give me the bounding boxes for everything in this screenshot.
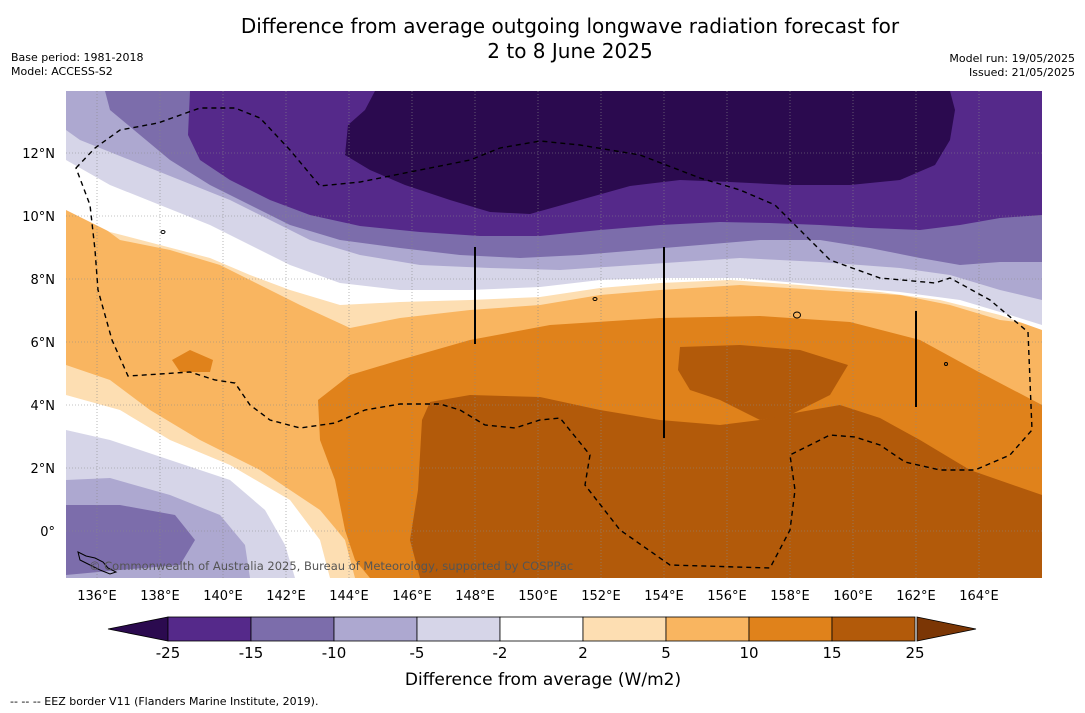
map-title: Difference from average outgoing longwav… xyxy=(0,14,1085,64)
eez-borders xyxy=(75,107,1033,569)
title-line-2: 2 to 8 June 2025 xyxy=(487,39,653,63)
y-tick-label: 6°N xyxy=(31,336,56,351)
colorbar-title: Difference from average (W/m2) xyxy=(405,670,681,690)
band-m10-m15-lower xyxy=(66,505,195,575)
y-tick-label: 8°N xyxy=(31,273,56,288)
colorbar: -25 -15 -10 -5 -2 2 5 10 15 25 Differenc… xyxy=(107,616,977,690)
colorbar-label: 15 xyxy=(822,644,841,662)
x-tick-label: 138°E xyxy=(140,589,180,604)
x-tick-label: 136°E xyxy=(77,589,117,604)
colorbar-segment xyxy=(582,616,667,642)
issued-date: Issued: 21/05/2025 xyxy=(968,66,1075,79)
colorbar-segment xyxy=(250,616,335,642)
x-tick-label: 154°E xyxy=(644,589,684,604)
colorbar-label: -5 xyxy=(410,644,425,662)
model-name: Model: ACCESS-S2 xyxy=(11,65,113,78)
colorbar-max-arrow xyxy=(916,616,977,642)
colorbar-label: 10 xyxy=(739,644,758,662)
title-line-1: Difference from average outgoing longwav… xyxy=(240,14,900,38)
islands xyxy=(77,230,948,575)
y-tick-label: 2°N xyxy=(31,462,56,477)
colorbar-label: -15 xyxy=(239,644,264,662)
base-period: Base period: 1981-2018 xyxy=(11,51,144,64)
copyright-text: © Commonwealth of Australia 2025, Bureau… xyxy=(89,559,573,573)
x-tick-label: 158°E xyxy=(770,589,810,604)
x-tick-label: 142°E xyxy=(266,589,306,604)
x-tick-label: 148°E xyxy=(455,589,495,604)
x-tick-label: 160°E xyxy=(833,589,873,604)
colorbar-label: -2 xyxy=(493,644,508,662)
colorbar-label: -10 xyxy=(322,644,347,662)
x-tick-label: 140°E xyxy=(203,589,243,604)
colorbar-label: 2 xyxy=(578,644,588,662)
colorbar-segment xyxy=(167,616,252,642)
band-lt-m25 xyxy=(345,91,955,214)
eez-footnote: -- -- -- EEZ border V11 (Flanders Marine… xyxy=(10,695,319,708)
y-tick-label: 12°N xyxy=(22,147,55,162)
band-15-25-north xyxy=(678,345,848,420)
colorbar-segment xyxy=(831,616,916,642)
meta-left: Base period: 1981-2018 Model: ACCESS-S2 xyxy=(11,51,143,79)
colorbar-segment xyxy=(665,616,750,642)
x-tick-label: 152°E xyxy=(581,589,621,604)
x-axis-labels: 136°E 138°E 140°E 142°E 144°E 146°E 148°… xyxy=(77,589,999,604)
x-tick-label: 146°E xyxy=(392,589,432,604)
x-tick-label: 150°E xyxy=(518,589,558,604)
colorbar-segment xyxy=(333,616,418,642)
x-tick-label: 156°E xyxy=(707,589,747,604)
map-field xyxy=(66,91,1042,578)
meta-right: Model run: 19/05/2025 Issued: 21/05/2025 xyxy=(949,52,1075,80)
colorbar-segment xyxy=(748,616,833,642)
band-10-15-patch xyxy=(172,350,213,372)
colorbar-label: -25 xyxy=(156,644,181,662)
colorbar-segment xyxy=(416,616,501,642)
band-15-25-south xyxy=(410,395,1042,578)
x-tick-label: 164°E xyxy=(959,589,999,604)
colorbar-label: 5 xyxy=(661,644,671,662)
x-tick-label: 162°E xyxy=(896,589,936,604)
colorbar-label: 25 xyxy=(905,644,924,662)
x-tick-label: 144°E xyxy=(329,589,369,604)
y-axis-labels: 12°N 10°N 8°N 6°N 4°N 2°N 0° xyxy=(22,147,55,540)
model-run: Model run: 19/05/2025 xyxy=(949,52,1075,65)
y-tick-label: 4°N xyxy=(31,399,56,414)
y-tick-label: 0° xyxy=(40,525,55,540)
reference-lines xyxy=(474,247,917,438)
colorbar-min-arrow xyxy=(107,616,169,642)
y-tick-label: 10°N xyxy=(22,210,55,225)
colorbar-segment xyxy=(499,616,584,642)
gridlines xyxy=(66,91,1042,578)
